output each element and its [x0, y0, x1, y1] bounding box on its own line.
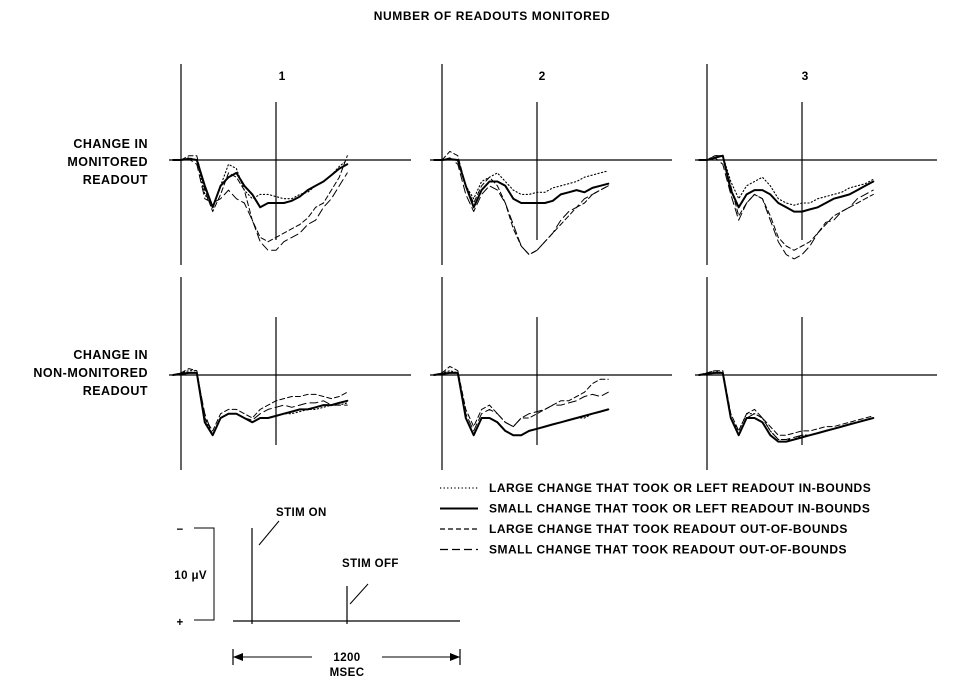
legend: LARGE CHANGE THAT TOOK OR LEFT READOUT I… [440, 481, 871, 557]
stim-off-pointer [349, 583, 369, 605]
waveform-series-4 [433, 157, 609, 256]
waveform-series-3 [698, 370, 874, 436]
row-label-line: NON-MONITORED [33, 366, 148, 380]
waveform-series-1 [172, 157, 348, 208]
waveform-series-3 [172, 155, 348, 243]
waveform-series-4 [172, 158, 348, 251]
waveform-series-2 [698, 154, 875, 213]
row-label-monitored: CHANGE IN MONITORED READOUT [67, 137, 148, 187]
column-label-2: 2 [539, 69, 546, 83]
stim-on-pointer [258, 520, 280, 546]
stim-on-label: STIM ON [276, 507, 327, 519]
waveform-series-2 [433, 158, 610, 209]
panel-non-monitored-1 [169, 277, 411, 470]
panels [169, 64, 937, 470]
waveform-series-4 [172, 372, 348, 436]
voltage-label: 10 μV [174, 570, 207, 582]
legend-label: LARGE CHANGE THAT TOOK OR LEFT READOUT I… [489, 481, 871, 495]
legend-label: SMALL CHANGE THAT TOOK READOUT OUT-OF-BO… [489, 543, 847, 557]
legend-item: LARGE CHANGE THAT TOOK OR LEFT READOUT I… [440, 481, 871, 495]
legend-label: LARGE CHANGE THAT TOOK READOUT OUT-OF-BO… [489, 522, 848, 536]
panel-non-monitored-2 [430, 277, 672, 470]
waveform-series-3 [172, 368, 348, 432]
stim-off-label: STIM OFF [342, 558, 399, 570]
legend-item: LARGE CHANGE THAT TOOK READOUT OUT-OF-BO… [440, 522, 848, 536]
voltage-bracket [194, 527, 215, 621]
waveform-series-1 [698, 155, 874, 206]
time-value: 1200 [333, 652, 360, 664]
figure-title: NUMBER OF READOUTS MONITORED [374, 9, 611, 23]
legend-label: SMALL CHANGE THAT TOOK OR LEFT READOUT I… [489, 502, 870, 516]
panel-monitored-2 [430, 64, 672, 265]
waveform-series-1 [433, 158, 609, 200]
panel-non-monitored-3 [695, 277, 937, 470]
polarity-bottom: + [176, 617, 183, 629]
row-label-line: READOUT [83, 384, 148, 398]
waveform-series-3 [433, 150, 609, 256]
polarity-top: − [176, 524, 183, 536]
column-label-1: 1 [279, 69, 286, 83]
time-label-gap [312, 647, 382, 667]
scale-bar: STIM ON STIM OFF − + 10 μV 1200 MSEC [174, 507, 461, 679]
column-label-3: 3 [802, 69, 809, 83]
waveform-series-2 [433, 371, 610, 437]
waveform-series-2 [172, 157, 349, 209]
time-unit: MSEC [330, 667, 365, 679]
waveform-series-2 [172, 371, 349, 437]
time-arrow-left [233, 653, 243, 661]
row-label-line: READOUT [83, 173, 148, 187]
waveform-series-4 [698, 372, 874, 440]
panel-monitored-3 [695, 64, 937, 265]
waveform-series-1 [433, 370, 609, 436]
panel-monitored-1 [169, 64, 411, 265]
row-label-line: CHANGE IN [73, 137, 148, 151]
time-arrow-right [450, 653, 460, 661]
legend-item: SMALL CHANGE THAT TOOK READOUT OUT-OF-BO… [440, 543, 847, 557]
row-label-line: MONITORED [67, 155, 148, 169]
legend-item: SMALL CHANGE THAT TOOK OR LEFT READOUT I… [440, 502, 870, 516]
row-label-line: CHANGE IN [73, 348, 148, 362]
waveform-series-1 [172, 370, 348, 436]
waveform-series-4 [698, 157, 874, 260]
waveform-series-4 [433, 372, 609, 432]
row-label-non-monitored: CHANGE IN NON-MONITORED READOUT [33, 348, 148, 398]
